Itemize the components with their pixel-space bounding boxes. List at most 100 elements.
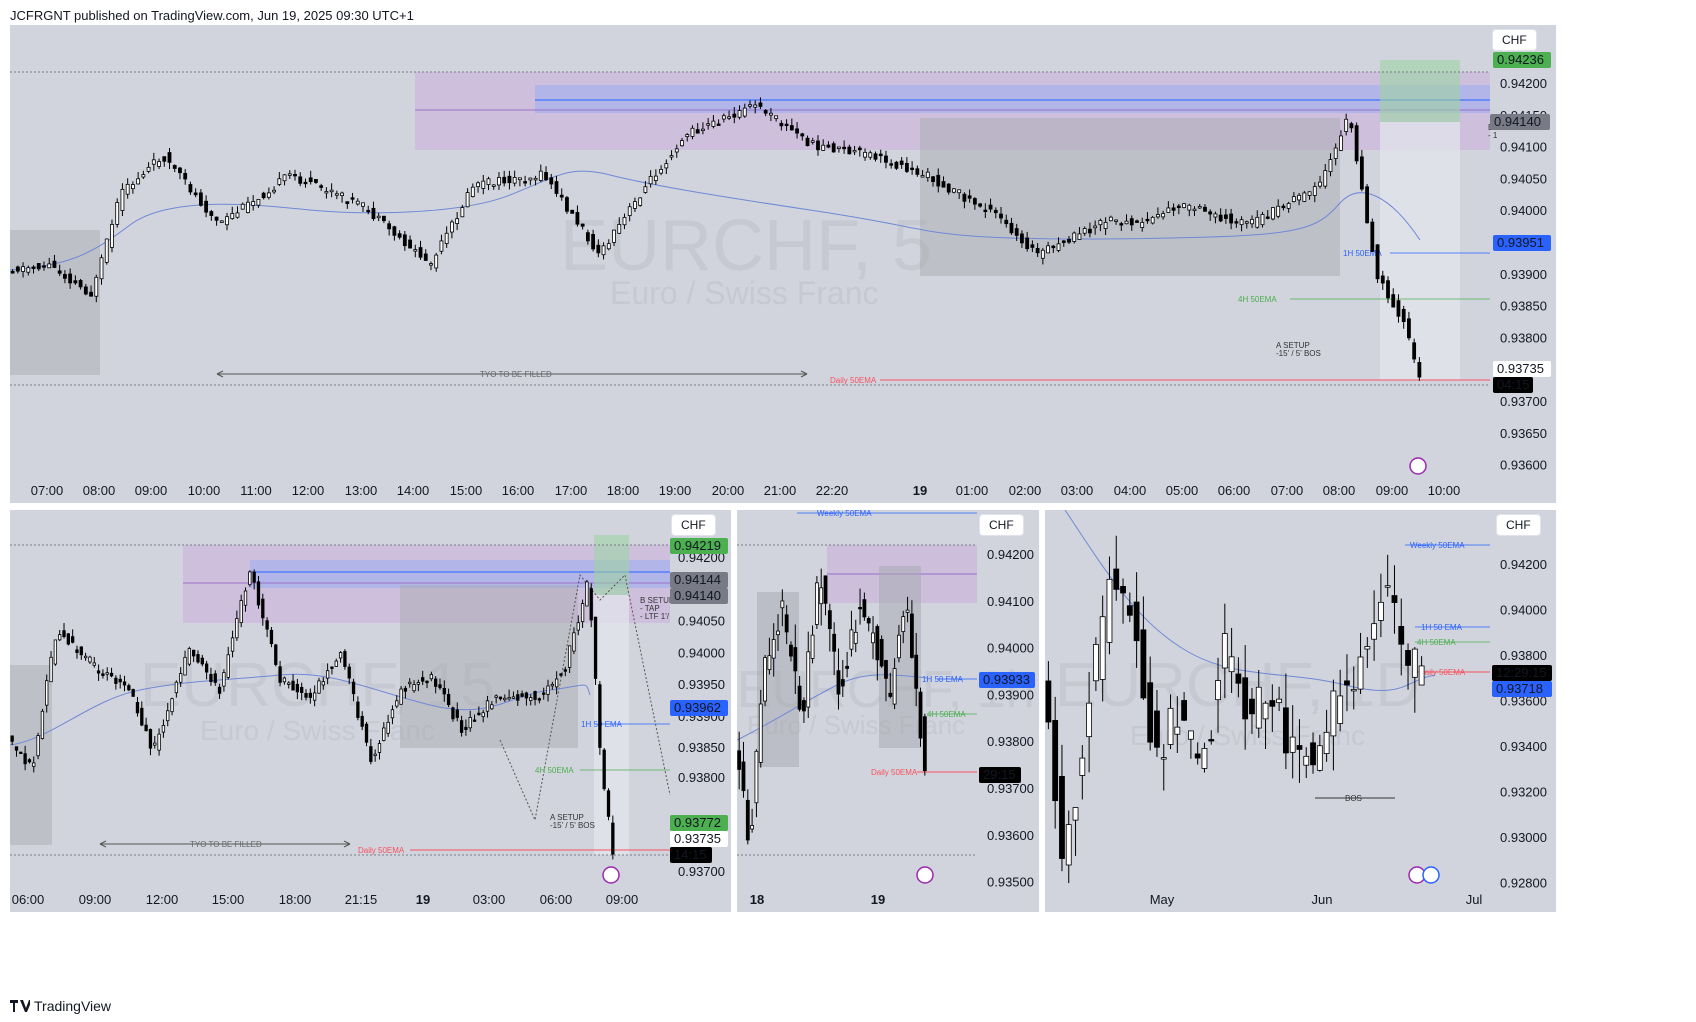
footer-brand[interactable]: TradingView	[10, 998, 111, 1014]
candle-body	[386, 721, 390, 734]
x-tick-label: 03:00	[1061, 483, 1094, 498]
currency-label[interactable]: CHF	[671, 514, 716, 536]
candle-body	[802, 700, 806, 712]
candle-body	[1396, 300, 1401, 317]
chart-annotation: -15' / 5' BOS	[550, 821, 595, 830]
currency-label[interactable]: CHF	[979, 514, 1024, 536]
candle-body	[795, 128, 799, 134]
candle-body	[1052, 720, 1059, 802]
candle-body	[1234, 221, 1239, 224]
candle-body	[648, 175, 653, 185]
x-tick-label: Jun	[1312, 892, 1333, 907]
candle-body	[1407, 318, 1411, 339]
candle-body	[575, 212, 580, 225]
candle-body	[1282, 707, 1289, 754]
y-tick-label: 0.92800	[1500, 876, 1547, 891]
candle-body	[434, 254, 439, 269]
currency-label[interactable]: CHF	[1492, 29, 1537, 51]
chart-annotation: - TAP	[640, 604, 660, 613]
candle-body	[612, 229, 616, 243]
candle-body	[1182, 203, 1186, 208]
candle-body	[308, 692, 312, 698]
candle-body	[1194, 753, 1201, 759]
currency-label[interactable]: CHF	[1496, 514, 1541, 536]
candle-body	[265, 620, 269, 630]
candle-body	[789, 125, 794, 131]
candle-body	[1391, 294, 1396, 308]
candle-body	[240, 203, 245, 210]
candle-body	[1412, 342, 1417, 360]
candle-body	[1218, 214, 1223, 222]
candle-body	[542, 692, 546, 695]
price-badge	[1493, 52, 1551, 68]
candle-body	[49, 656, 53, 683]
candle-body	[1310, 742, 1316, 766]
candle-body	[591, 234, 596, 250]
candle-body	[418, 247, 423, 258]
candle-body	[685, 134, 690, 138]
candle-body	[1140, 629, 1147, 699]
candle-body	[1330, 690, 1337, 737]
candle-body	[167, 152, 172, 163]
x-tick-label: 05:00	[1166, 483, 1199, 498]
candle-body	[1328, 159, 1333, 173]
price-badge	[1493, 377, 1533, 393]
candle-body	[1187, 204, 1192, 211]
candle-body	[899, 160, 904, 165]
candle-body	[239, 600, 243, 624]
candle-body	[1154, 710, 1160, 748]
candle-body	[1135, 220, 1139, 223]
candle-body	[1228, 656, 1235, 673]
candle-body	[512, 177, 517, 184]
candle-body	[852, 150, 857, 153]
y-tick-label: 0.93800	[1500, 648, 1547, 663]
candle-body	[429, 674, 433, 680]
x-tick-label: 06:00	[540, 892, 573, 907]
candle-body	[340, 192, 344, 196]
y-tick-label: 0.93900	[987, 687, 1034, 702]
candle-body	[287, 173, 292, 176]
candle-body	[222, 672, 226, 687]
candle-body	[140, 707, 144, 726]
candle-body	[797, 685, 802, 710]
candle-body	[68, 273, 73, 284]
candle-body	[1030, 244, 1035, 248]
candle-body	[585, 232, 590, 242]
candle-body	[196, 654, 200, 663]
candle-body	[345, 201, 350, 204]
candle-body	[36, 735, 40, 757]
candle-body	[125, 183, 130, 195]
candle-body	[952, 188, 956, 193]
candle-body	[1417, 362, 1422, 378]
chart-panel-1h[interactable]: EURCHF, 1h Euro / Swiss Franc Weekly 50E…	[737, 510, 1039, 912]
candle-body	[1296, 745, 1303, 750]
chart-canvas[interactable]: TYO TO BE FILLED Daily 50EMA 4H 50EMA 1H 50…	[10, 510, 731, 912]
candle-body	[503, 697, 507, 701]
price-badge	[979, 672, 1035, 688]
chart-canvas[interactable]: TYO TO BE FILLED Daily 50EMA 4H 50EMA 1H 50…	[10, 25, 1556, 503]
candle-body	[246, 201, 250, 213]
candle-body	[57, 270, 62, 274]
candle-body	[334, 193, 339, 196]
candle-body	[40, 710, 45, 739]
candle-body	[166, 710, 170, 722]
chart-canvas[interactable]: Weekly 50EMA 1H 50 EMA 4H 50EMA Daily 50EMA…	[1045, 510, 1556, 912]
candle-body	[1333, 147, 1338, 159]
chart-panel-15m[interactable]: EURCHF, 15 Euro / Swiss Franc TYO TO BE …	[10, 510, 731, 912]
chart-panel-1d[interactable]: EURCHF, 1D Euro / Swiss Franc Weekly 50E…	[1045, 510, 1556, 912]
y-tick-label: 0.93400	[1500, 739, 1547, 754]
candle-body	[377, 743, 382, 753]
candle-body	[920, 175, 925, 178]
candle-body	[537, 698, 542, 701]
x-tick-label: 10:00	[188, 483, 221, 498]
chart-annotation: Weekly 50EMA	[1410, 541, 1465, 550]
x-tick-label: 14:00	[397, 483, 430, 498]
chart-panel-5m[interactable]: EURCHF, 5 Euro / Swiss Franc TYO TO BE F…	[10, 25, 1556, 503]
x-tick-label: Jul	[1466, 892, 1483, 907]
candle-body	[1171, 207, 1176, 211]
chart-canvas[interactable]: Weekly 50EMA 1H 50 EMA 4H 50EMA Daily 50EMA…	[737, 510, 1039, 912]
candle-body	[701, 128, 705, 132]
candle-body	[325, 670, 330, 679]
candle-body	[110, 224, 114, 248]
candle-body	[1357, 656, 1364, 690]
